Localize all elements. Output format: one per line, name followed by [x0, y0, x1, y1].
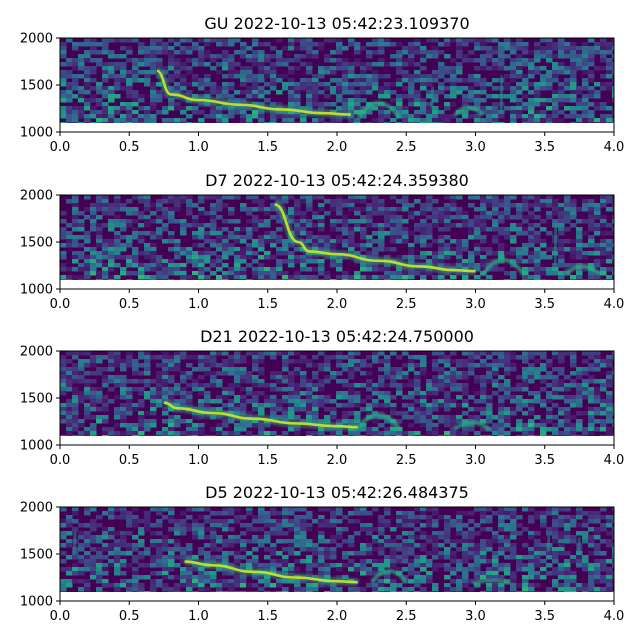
x-tick-label: 3.5	[534, 609, 555, 624]
x-tick-label: 4.0	[604, 609, 625, 624]
y-tick-label: 1000	[20, 439, 53, 454]
x-tick-label: 1.0	[188, 140, 209, 155]
y-tick-label: 2000	[20, 32, 53, 47]
x-tick-label: 2.5	[396, 140, 417, 155]
panel-title: D21 2022-10-13 05:42:24.750000	[200, 327, 474, 346]
x-tick-label: 1.0	[188, 453, 209, 468]
panel-title: D7 2022-10-13 05:42:24.359380	[205, 171, 469, 190]
x-tick-label: 2.5	[396, 609, 417, 624]
noise-spike	[552, 223, 558, 266]
x-tick-label: 0.5	[119, 453, 140, 468]
y-tick-label: 2000	[20, 189, 53, 204]
x-tick-label: 2.0	[327, 453, 348, 468]
noise-spike	[522, 371, 528, 382]
y-tick-label: 1500	[20, 392, 53, 407]
spectrogram-features	[356, 75, 504, 119]
y-tick-label: 1500	[20, 548, 53, 563]
noise-spike	[429, 86, 435, 109]
spectrogram-features	[480, 223, 602, 276]
x-tick-label: 0.0	[50, 140, 71, 155]
panel-title: D5 2022-10-13 05:42:26.484375	[205, 483, 469, 502]
spectrogram-panel: 0.0 0.5 1.0 1.5 2.0 2.5 3.0 3.5 4.0 1000 1500 2000 D…	[20, 171, 624, 312]
x-tick-label: 1.5	[257, 609, 278, 624]
x-tick-label: 4.0	[604, 140, 625, 155]
x-tick-label: 0.5	[119, 297, 140, 312]
spectrogram-panel: 0.0 0.5 1.0 1.5 2.0 2.5 3.0 3.5 4.0 1000 1500 2000 D…	[20, 327, 624, 468]
x-tick-label: 4.0	[604, 453, 625, 468]
x-tick-label: 2.0	[327, 297, 348, 312]
x-tick-label: 3.5	[534, 140, 555, 155]
y-tick-label: 2000	[20, 345, 53, 360]
x-tick-label: 1.0	[188, 609, 209, 624]
x-tick-label: 1.5	[257, 140, 278, 155]
x-tick-label: 0.5	[119, 140, 140, 155]
spectrogram-noise	[60, 38, 614, 123]
spectrogram-noise	[60, 195, 614, 280]
call-contour	[156, 69, 351, 116]
x-tick-label: 2.5	[396, 297, 417, 312]
x-tick-label: 3.5	[534, 453, 555, 468]
x-tick-label: 1.5	[257, 453, 278, 468]
harmonic-arch	[453, 420, 491, 431]
x-tick-label: 0.0	[50, 453, 71, 468]
x-tick-label: 2.0	[327, 140, 348, 155]
spectrogram-features	[72, 530, 582, 585]
x-tick-label: 0.0	[50, 609, 71, 624]
noise-spike	[576, 536, 582, 555]
y-tick-label: 1000	[20, 283, 53, 298]
x-tick-label: 0.5	[119, 609, 140, 624]
x-tick-label: 4.0	[604, 297, 625, 312]
x-tick-label: 1.5	[257, 297, 278, 312]
spectrogram-noise	[60, 351, 614, 436]
call-contour	[274, 203, 476, 273]
spectrogram-panel: 0.0 0.5 1.0 1.5 2.0 2.5 3.0 3.5 4.0 1000 1500 2000 G…	[20, 14, 624, 155]
harmonic-arch	[564, 264, 602, 276]
y-tick-label: 1000	[20, 126, 53, 141]
noise-spike	[498, 75, 504, 112]
x-tick-label: 3.0	[465, 297, 486, 312]
x-tick-label: 0.0	[50, 297, 71, 312]
x-tick-label: 3.0	[465, 609, 486, 624]
x-tick-label: 3.5	[534, 297, 555, 312]
noise-spike	[72, 530, 78, 555]
call-contour	[184, 560, 358, 584]
x-tick-label: 3.0	[465, 140, 486, 155]
harmonic-arch	[480, 258, 526, 276]
y-tick-label: 1000	[20, 595, 53, 610]
harmonic-arch	[356, 413, 401, 430]
x-tick-label: 1.0	[188, 297, 209, 312]
harmonic-arch	[453, 105, 484, 117]
x-tick-label: 2.0	[327, 609, 348, 624]
y-tick-label: 1500	[20, 236, 53, 251]
x-tick-label: 2.5	[396, 453, 417, 468]
spectrogram-features	[356, 371, 528, 431]
y-tick-label: 1500	[20, 79, 53, 94]
y-tick-label: 2000	[20, 501, 53, 516]
harmonic-arch	[356, 101, 401, 119]
panel-title: GU 2022-10-13 05:42:23.109370	[204, 14, 469, 33]
call-contour	[163, 401, 358, 429]
harmonic-arch	[472, 578, 511, 585]
x-tick-label: 3.0	[465, 453, 486, 468]
harmonic-arch	[370, 569, 408, 584]
noise-spike	[546, 535, 552, 553]
spectrogram-panel: 0.0 0.5 1.0 1.5 2.0 2.5 3.0 3.5 4.0 1000 1500 2000 D…	[20, 483, 624, 624]
